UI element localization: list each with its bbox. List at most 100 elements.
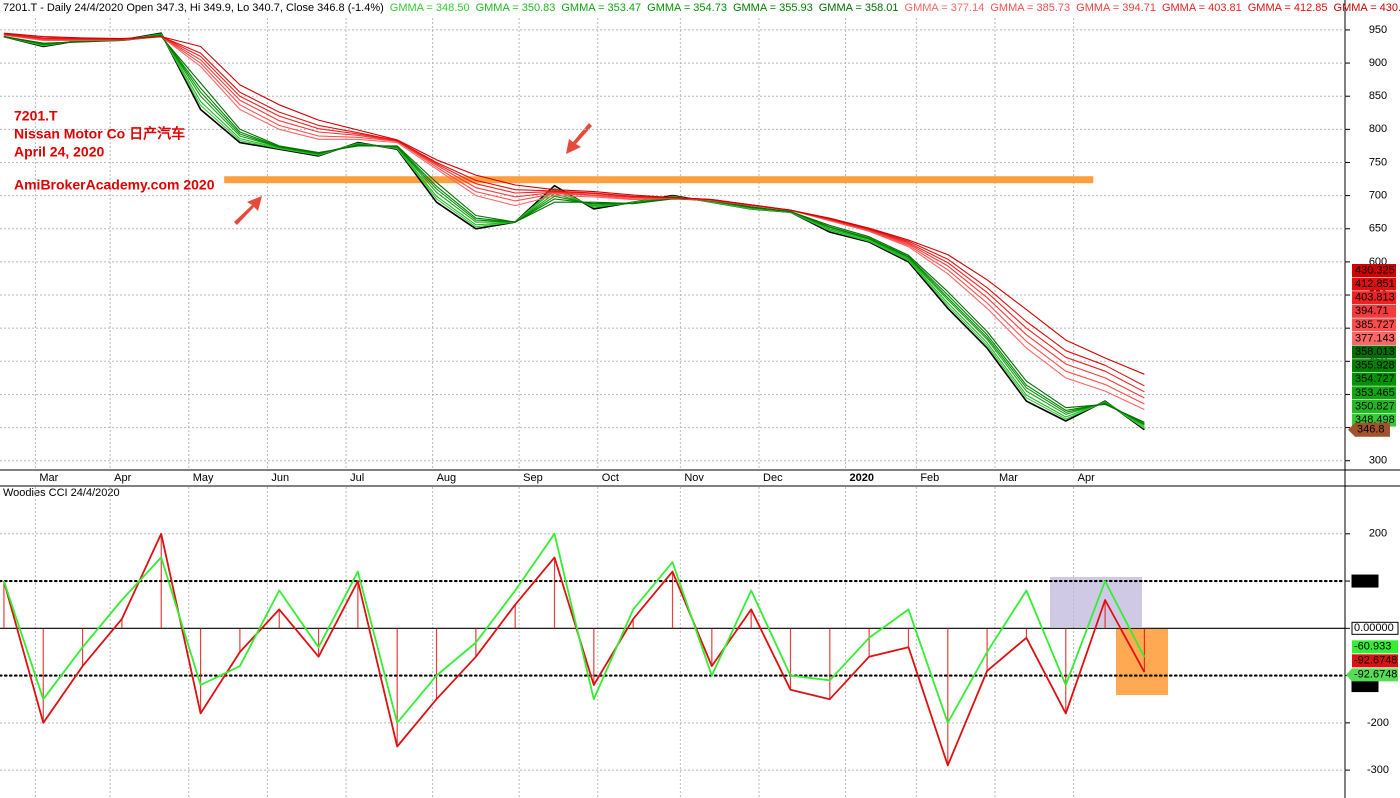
y-tick-label: 850 xyxy=(1369,90,1387,102)
y-tick-label: -300 xyxy=(1367,764,1389,776)
legend-entry: GMMA = 394.71 xyxy=(1076,2,1156,14)
histogram-bar xyxy=(750,609,752,629)
header-title: 7201.T - Daily 24/4/2020 Open 347.3, Hi … xyxy=(3,2,384,14)
x-tick-label: Mar xyxy=(999,472,1018,484)
histogram-bar xyxy=(789,628,792,690)
value-box xyxy=(1352,372,1396,386)
y-tick-label: -100 xyxy=(1354,679,1376,691)
legend-entry: GMMA = 354.73 xyxy=(647,2,727,14)
series-line xyxy=(3,33,1145,387)
legend-entry: GMMA = 385.73 xyxy=(990,2,1070,14)
value-box xyxy=(1352,345,1396,359)
histogram-bar xyxy=(829,628,831,700)
value-box xyxy=(1352,332,1396,345)
series-line xyxy=(3,33,1145,428)
y-tick-label: 800 xyxy=(1369,123,1387,135)
arrow xyxy=(234,196,262,225)
value-box xyxy=(1352,304,1396,318)
value-box xyxy=(1352,640,1398,654)
histogram-bar xyxy=(3,581,5,629)
tick-box xyxy=(1351,574,1379,588)
value-box xyxy=(1352,359,1396,373)
x-tick-label: Aug xyxy=(437,472,457,484)
legend-entry: GMMA = 403.81 xyxy=(1162,2,1242,14)
series-line xyxy=(3,33,1145,393)
value-label: 350.827 xyxy=(1355,400,1395,412)
x-tick-label: Oct xyxy=(602,472,619,484)
histogram-bar xyxy=(1025,628,1028,638)
x-tick-label: Sep xyxy=(523,472,543,484)
value-box xyxy=(1346,668,1398,682)
highlight-box xyxy=(1116,629,1168,695)
histogram-bar xyxy=(907,628,910,648)
value-box xyxy=(1352,291,1396,305)
x-tick-label: Feb xyxy=(920,472,939,484)
x-tick-label: Jun xyxy=(271,472,289,484)
series-line xyxy=(3,35,1145,425)
y-tick-label: 900 xyxy=(1369,57,1387,69)
value-box xyxy=(1352,264,1396,277)
histogram-bar xyxy=(435,628,438,700)
value-box xyxy=(1352,400,1396,413)
annotation: Nissan Motor Co 日产汽车 xyxy=(14,126,185,142)
y-tick-label: 0.00000 xyxy=(1354,622,1394,634)
x-tick-label: Nov xyxy=(684,472,704,484)
value-box xyxy=(1352,277,1396,291)
y-tick-label: -200 xyxy=(1367,717,1389,729)
histogram-bar xyxy=(671,571,674,629)
value-label: 394.71 xyxy=(1355,305,1389,317)
annotation: April 24, 2020 xyxy=(14,144,104,160)
x-tick-label: Jul xyxy=(350,472,364,484)
value-label: 346.8 xyxy=(1357,424,1385,436)
series-line xyxy=(3,34,1145,411)
y-tick-label: 750 xyxy=(1369,156,1387,168)
histogram-bar xyxy=(553,557,556,629)
legend-entry: GMMA = 353.47 xyxy=(561,2,641,14)
highlight-box xyxy=(1050,577,1142,627)
value-label: 385.727 xyxy=(1355,319,1395,331)
value-box xyxy=(1348,422,1390,437)
support-line xyxy=(224,176,1094,184)
histogram-bar xyxy=(868,628,870,657)
series-line xyxy=(3,34,1145,405)
series-line xyxy=(3,34,1145,399)
histogram-bar xyxy=(42,628,44,723)
legend-entry: GMMA = 430.32 xyxy=(1334,2,1400,14)
histogram-bar xyxy=(1104,599,1106,629)
y-tick-label: 700 xyxy=(1369,190,1387,202)
tick-box xyxy=(1351,621,1399,635)
legend-entry: GMMA = 377.14 xyxy=(905,2,985,14)
histogram-bar xyxy=(396,628,398,747)
series-line xyxy=(3,34,1145,425)
x-tick-label: May xyxy=(193,472,214,484)
value-label: 430.325 xyxy=(1355,264,1395,276)
value-label: 355.928 xyxy=(1355,360,1395,372)
series-line xyxy=(3,532,1146,767)
arrow xyxy=(566,123,592,154)
value-label: -92.6748 xyxy=(1354,655,1397,667)
y-tick-label: 100 xyxy=(1354,575,1372,587)
annotation: 7201.T xyxy=(14,108,58,124)
series-line xyxy=(3,532,1146,724)
header: 7201.T - Daily 24/4/2020 Open 347.3, Hi … xyxy=(3,2,1400,14)
value-label: 377.143 xyxy=(1355,332,1395,344)
value-label: 358.013 xyxy=(1355,346,1395,358)
histogram-bar xyxy=(199,628,202,714)
histogram-bar xyxy=(160,533,162,629)
value-label: -92.6748 xyxy=(1354,669,1397,681)
histogram-bar xyxy=(593,628,595,686)
y-tick-label: 300 xyxy=(1369,455,1387,467)
legend-entry: GMMA = 350.83 xyxy=(476,2,556,14)
histogram-bar xyxy=(121,618,123,629)
series-line xyxy=(3,34,1145,426)
histogram-bar xyxy=(986,628,988,671)
histogram-bar xyxy=(1065,628,1067,714)
legend-entry: GMMA = 355.93 xyxy=(733,2,813,14)
series-line xyxy=(3,32,1145,375)
value-box xyxy=(1352,318,1396,332)
value-label: -60.933 xyxy=(1354,641,1391,653)
histogram-bar xyxy=(317,628,320,657)
